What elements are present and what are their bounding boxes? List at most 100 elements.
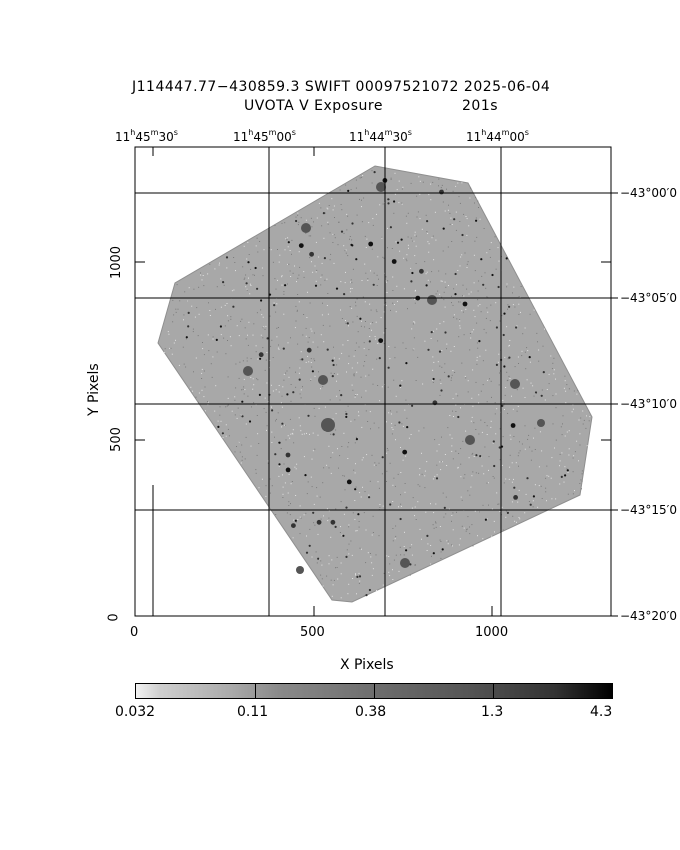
star: [304, 474, 307, 477]
exposure-label: UVOTA V Exposure: [244, 98, 383, 114]
speckle: [292, 272, 294, 274]
speckle: [395, 241, 397, 243]
speckle: [459, 202, 461, 204]
speckle: [334, 217, 335, 218]
speckle: [167, 331, 169, 333]
speckle: [428, 243, 430, 245]
speckle: [467, 516, 469, 518]
speckle: [480, 419, 482, 421]
speckle: [445, 513, 447, 515]
star: [291, 523, 296, 528]
speckle: [339, 399, 341, 401]
speckle: [404, 531, 405, 533]
speckle: [559, 465, 560, 467]
speckle: [507, 358, 509, 360]
speckle: [252, 334, 254, 336]
star: [241, 415, 244, 418]
speckle: [443, 516, 445, 518]
speckle: [485, 332, 487, 334]
speckle: [303, 276, 305, 278]
speckle: [445, 273, 447, 275]
star: [305, 551, 309, 554]
speckle: [321, 564, 323, 566]
speckle: [333, 579, 335, 581]
speckle: [320, 284, 322, 286]
speckle: [494, 236, 496, 238]
speckle: [400, 447, 401, 448]
speckle: [361, 320, 362, 322]
speckle: [253, 384, 255, 386]
speckle: [484, 422, 486, 423]
speckle: [305, 512, 307, 514]
speckle: [493, 520, 495, 522]
speckle: [183, 363, 185, 365]
speckle: [295, 468, 297, 470]
speckle: [478, 394, 480, 396]
speckle: [298, 372, 300, 374]
speckle: [486, 482, 488, 484]
speckle: [239, 361, 241, 363]
speckle: [545, 487, 547, 489]
speckle: [471, 416, 473, 418]
speckle: [379, 504, 381, 505]
speckle: [316, 269, 318, 271]
speckle: [347, 340, 349, 341]
speckle: [300, 430, 302, 432]
speckle: [296, 463, 298, 465]
speckle: [461, 525, 463, 527]
speckle: [368, 222, 370, 224]
speckle: [489, 249, 491, 250]
star: [311, 370, 314, 373]
speckle: [301, 433, 303, 435]
speckle: [516, 521, 517, 523]
speckle: [183, 319, 184, 321]
speckle: [363, 365, 365, 367]
speckle: [179, 300, 181, 302]
star: [405, 362, 408, 365]
speckle: [470, 420, 472, 422]
speckle: [499, 320, 501, 322]
colorbar-label-4: 1.3: [481, 704, 504, 720]
speckle: [322, 386, 324, 388]
speckle: [452, 398, 454, 400]
speckle: [431, 271, 433, 273]
speckle: [490, 426, 492, 428]
star: [461, 233, 464, 237]
speckle: [513, 478, 514, 480]
star: [292, 391, 295, 394]
speckle: [323, 515, 324, 517]
speckle: [364, 326, 365, 328]
speckle: [519, 518, 521, 520]
speckle: [507, 308, 508, 310]
speckle: [378, 535, 380, 537]
speckle: [280, 402, 282, 404]
speckle: [316, 217, 318, 219]
speckle: [463, 527, 465, 529]
bright-star: [321, 418, 335, 432]
speckle: [522, 387, 524, 389]
speckle: [461, 499, 463, 501]
speckle: [383, 343, 385, 345]
speckle: [366, 454, 368, 456]
speckle: [185, 366, 187, 368]
star: [498, 446, 501, 449]
speckle: [538, 360, 540, 362]
speckle: [298, 417, 300, 419]
star: [340, 230, 344, 233]
speckle: [438, 178, 440, 180]
speckle: [431, 555, 432, 557]
speckle: [545, 477, 547, 479]
speckle: [520, 311, 521, 313]
speckle: [516, 389, 518, 391]
speckle: [554, 447, 555, 449]
speckle: [345, 249, 347, 251]
speckle: [229, 336, 231, 338]
speckle: [271, 485, 273, 487]
speckle: [240, 414, 242, 416]
speckle: [266, 382, 268, 384]
speckle: [330, 372, 332, 374]
speckle: [270, 249, 272, 251]
speckle: [411, 554, 413, 556]
speckle: [355, 463, 356, 465]
speckle: [368, 374, 370, 376]
